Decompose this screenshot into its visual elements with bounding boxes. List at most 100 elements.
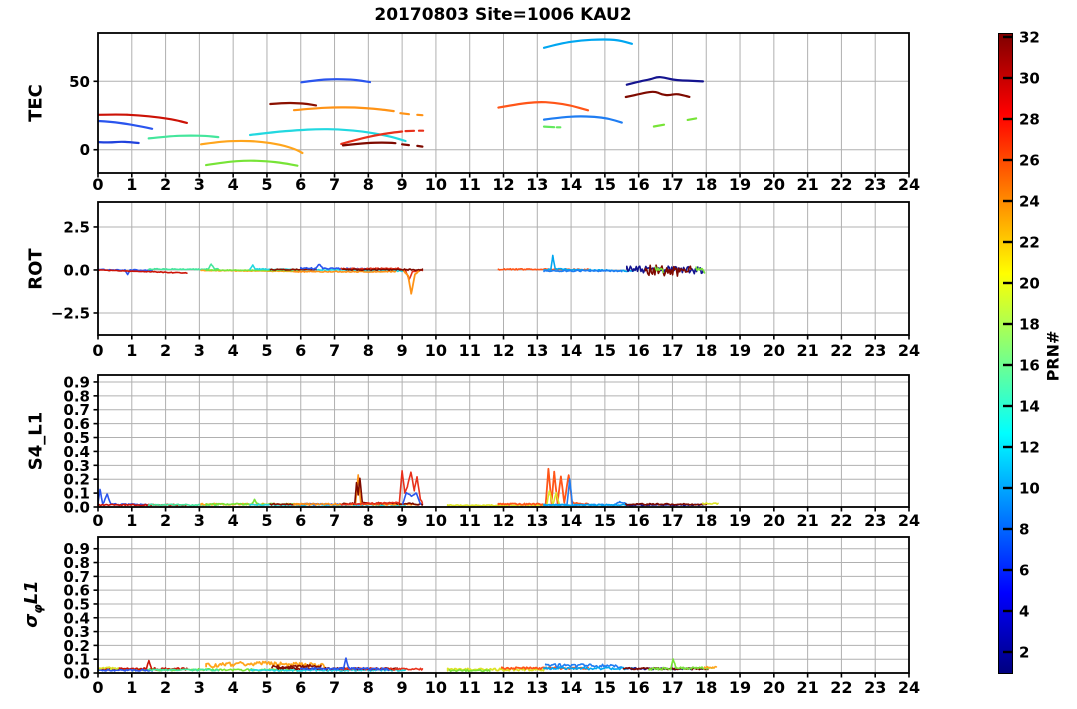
colorbar-tick-label: 24 — [1019, 193, 1040, 211]
x-tick-label: 7 — [329, 511, 340, 530]
x-tick-label: 8 — [363, 678, 374, 697]
series-prn-17 — [652, 123, 666, 128]
series-prn-27 — [497, 101, 590, 112]
x-tick-label: 22 — [830, 678, 852, 697]
colorbar-tick-label: 10 — [1019, 480, 1040, 498]
x-tick-label: 8 — [363, 511, 374, 530]
series-prn-7 — [98, 119, 154, 130]
series-prn-10 — [543, 254, 635, 273]
x-tick-label: 19 — [729, 511, 751, 530]
x-tick-label: 21 — [796, 511, 818, 530]
x-tick-label: 10 — [425, 678, 447, 697]
series-prn-25 — [402, 269, 420, 295]
x-tick-label: 14 — [560, 511, 582, 530]
x-tick-label: 10 — [425, 175, 447, 194]
series-prn-2 — [625, 76, 704, 86]
colorbar-tick-label: 6 — [1019, 562, 1029, 580]
y-tick-label: 0.6 — [63, 415, 90, 433]
x-tick-label: 6 — [295, 175, 306, 194]
series-prn-18 — [205, 159, 299, 167]
panel-sigma_phi_l1: 0 1 2 3 4 5 6 7 8 9 10 11 12 13 14 15 16 17 18 19 20 21 22 23 24… — [63, 536, 920, 697]
x-tick-label: 12 — [492, 341, 514, 360]
series-prn-17 — [654, 266, 664, 274]
x-tick-label: 18 — [695, 175, 717, 194]
x-tick-label: 21 — [796, 341, 818, 360]
x-tick-label: 23 — [864, 341, 886, 360]
series-prn-10 — [543, 503, 635, 507]
y-tick-label: 0 — [80, 141, 90, 159]
s4-l1-axis-label: S4_L1 — [25, 411, 47, 471]
y-tick-label: 0.9 — [63, 373, 90, 391]
grid — [98, 375, 909, 507]
series-prn-30 — [98, 113, 188, 124]
series-prn-21 — [446, 504, 545, 507]
series-prn-2 — [626, 666, 704, 671]
x-tick-label: 10 — [425, 511, 447, 530]
series-prn-9 — [544, 663, 623, 669]
x-tick-label: 16 — [628, 678, 650, 697]
x-tick-label: 2 — [160, 341, 171, 360]
series-prn-7 — [300, 657, 390, 671]
x-tick-label: 5 — [261, 341, 272, 360]
series-prn-32 — [624, 90, 691, 99]
x-tick-label: 0 — [92, 175, 103, 194]
x-tick-label: 8 — [363, 175, 374, 194]
y-tick-label: 0.5 — [63, 595, 90, 613]
x-tick-label: 18 — [695, 341, 717, 360]
series-prn-32 — [341, 141, 397, 147]
series-prn-32 — [416, 144, 424, 148]
series-prn-27 — [500, 666, 589, 670]
series-group — [98, 254, 706, 295]
series-prn-7 — [98, 488, 153, 507]
x-tick-label: 17 — [661, 678, 683, 697]
series-prn-9 — [543, 478, 635, 507]
series-prn-24 — [200, 269, 304, 273]
x-tick-label: 10 — [425, 341, 447, 360]
x-tick-label: 18 — [695, 678, 717, 697]
x-tick-label: 17 — [661, 511, 683, 530]
x-tick-label: 16 — [628, 341, 650, 360]
x-tick-label: 9 — [397, 341, 408, 360]
x-tick-label: 5 — [261, 511, 272, 530]
series-prn-13 — [249, 128, 407, 143]
grid — [98, 537, 909, 673]
series-group — [98, 467, 719, 507]
y-tick-label: 0.0 — [63, 261, 90, 279]
x-tick-label: 15 — [594, 511, 616, 530]
x-tick-label: 22 — [830, 175, 852, 194]
panel-tec: 0 1 2 3 4 5 6 7 8 9 10 11 12 13 14 15 16 17 18 19 20 21 22 23 24… — [69, 32, 920, 194]
series-prn-7 — [300, 502, 371, 506]
series-prn-32 — [342, 477, 424, 506]
y-tick-label: −2.5 — [51, 304, 90, 322]
series-prn-7 — [300, 78, 372, 84]
x-tick-label: 24 — [898, 175, 920, 194]
axes-frame — [97, 201, 910, 336]
x-tick-label: 13 — [526, 511, 548, 530]
x-tick-label: 21 — [796, 678, 818, 697]
y-tick-label: 0.9 — [63, 540, 90, 558]
axes-frame — [97, 32, 910, 174]
prn-colorbar — [998, 33, 1013, 674]
colorbar-tick-label: 26 — [1019, 152, 1040, 170]
series-group — [98, 38, 704, 167]
y-tick-label: 0.1 — [63, 485, 90, 503]
series-prn-17 — [648, 658, 714, 671]
series-prn-27 — [497, 467, 589, 506]
x-tick-label: 7 — [329, 678, 340, 697]
x-tick-label: 22 — [830, 511, 852, 530]
series-prn-32 — [342, 268, 424, 272]
x-tick-label: 1 — [126, 678, 137, 697]
series-prn-30 — [98, 659, 188, 671]
x-tick-label: 6 — [295, 341, 306, 360]
x-tick-label: 12 — [492, 175, 514, 194]
y-tick-label: 0.4 — [63, 609, 90, 627]
series-prn-32 — [276, 666, 398, 671]
series-prn-31 — [269, 502, 317, 506]
series-prn-25 — [293, 270, 397, 273]
y-tick-label: 0.5 — [63, 429, 90, 447]
x-tick-label: 20 — [763, 341, 785, 360]
series-prn-21 — [446, 667, 545, 672]
y-tick-label: 50 — [69, 73, 90, 91]
y-tick-label: 0.6 — [63, 582, 90, 600]
series-prn-30 — [98, 503, 188, 507]
